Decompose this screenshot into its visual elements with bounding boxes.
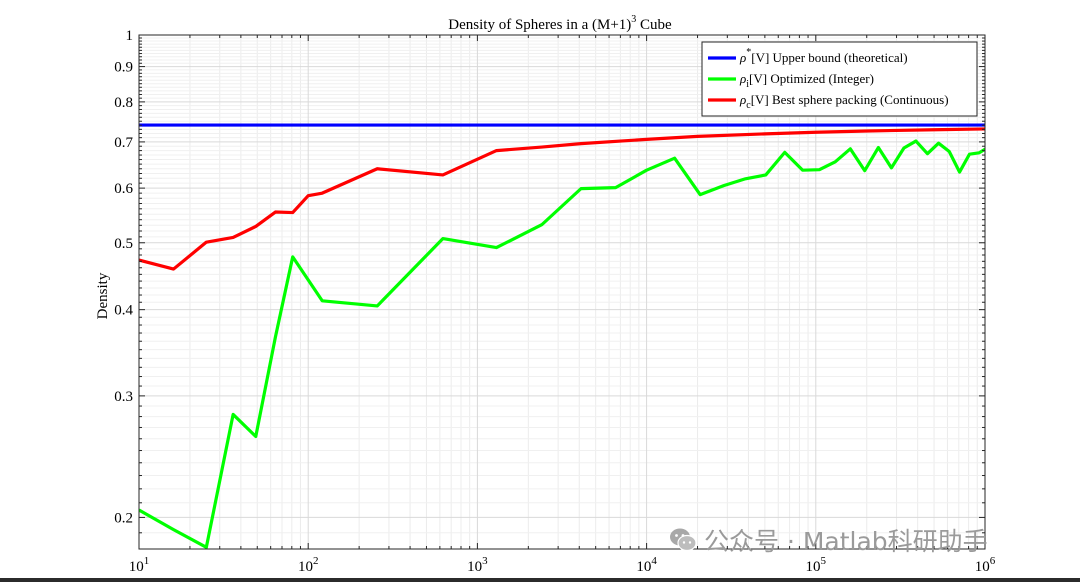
x-tick-label: 103	[467, 555, 488, 575]
legend-label-0: ρ*[V] Upper bound (theoretical)	[739, 47, 908, 65]
bottom-border	[0, 578, 1080, 582]
plot-frame	[138, 34, 986, 550]
y-tick-label: 0.9	[114, 60, 133, 76]
legend: ρ*[V] Upper bound (theoretical) ρi[V] Opt…	[701, 41, 978, 117]
x-tick-label: 102	[298, 555, 319, 575]
y-tick-label: 0.2	[114, 510, 133, 526]
plot-area-background	[139, 35, 985, 549]
axis-tick-labels: 101 102 103 104 105 106 0.2 0.3 0.4 0.5 0.6 0.7 0.8 0…	[114, 28, 996, 575]
chart-title: Density of Spheres in a (M+1)3 Cube	[448, 14, 672, 33]
chart-title-superscript: 3	[631, 14, 636, 25]
x-tick-label: 106	[975, 555, 996, 575]
legend-box	[701, 41, 978, 117]
watermark: 公众号 · Matlab科研助手	[668, 522, 988, 558]
x-tick-label: 101	[129, 555, 150, 575]
y-tick-label: 0.3	[114, 389, 133, 405]
y-tick-label: 0.5	[114, 236, 133, 252]
y-tick-label: 0.7	[114, 135, 133, 151]
series-lines	[139, 123, 985, 549]
y-tick-label: 0.8	[114, 95, 133, 111]
y-tick-label: 1	[126, 28, 134, 44]
legend-label-2: ρc[V] Best sphere packing (Continuous)	[739, 92, 949, 111]
wechat-icon	[670, 528, 697, 552]
y-tick-label: 0.6	[114, 181, 133, 197]
series-line-2	[139, 127, 985, 271]
axis-ticks	[138, 34, 986, 550]
x-tick-label: 104	[636, 555, 657, 575]
watermark-text: 公众号 · Matlab科研助手	[704, 527, 988, 556]
chart-title-tail: Cube	[636, 17, 672, 33]
y-tick-label: 0.4	[114, 303, 133, 319]
x-tick-label: 105	[806, 555, 827, 575]
chart-title-main: Density of Spheres in a (M+1)	[448, 17, 631, 33]
legend-label-1: ρi[V] Optimized (Integer)	[739, 71, 874, 90]
series-line-1	[139, 139, 985, 549]
y-axis-label: Density	[95, 272, 111, 319]
